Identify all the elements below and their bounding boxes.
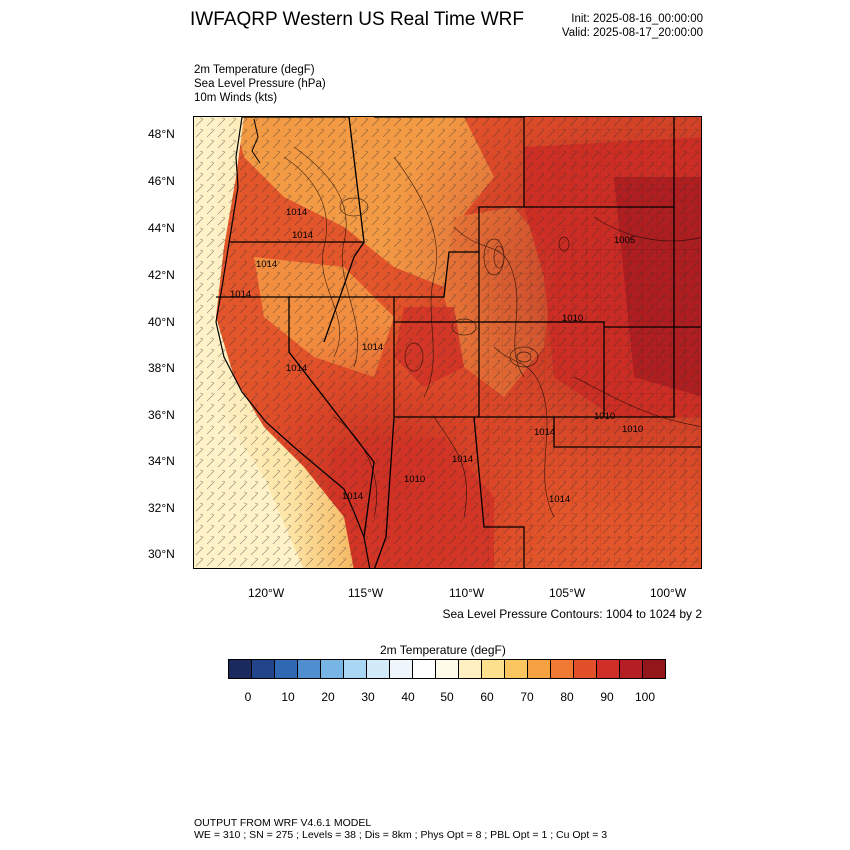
- field-temperature-label: 2m Temperature (degF): [194, 64, 315, 76]
- colorbar-label: 60: [480, 690, 494, 704]
- isobar-label: 1014: [230, 289, 251, 300]
- field-pressure-label: Sea Level Pressure (hPa): [194, 78, 326, 90]
- isobar-label: 1014: [362, 342, 383, 353]
- valid-time: Valid: 2025-08-17_20:00:00: [561, 27, 703, 39]
- isobar-label: 1014: [292, 230, 313, 241]
- lon-label-115: 115°W: [348, 586, 384, 600]
- colorbar-swatch: [643, 660, 665, 678]
- isobar-label: 1010: [404, 474, 425, 485]
- colorbar-label: 50: [440, 690, 454, 704]
- isobar-label: 1010: [562, 313, 583, 324]
- colorbar-swatch: [229, 660, 252, 678]
- isobar-label: 1014: [534, 427, 555, 438]
- colorbar-label: 0: [244, 690, 252, 704]
- map-title: IWFAQRP Western US Real Time WRF: [190, 9, 524, 30]
- colorbar-label: 10: [281, 690, 295, 704]
- map-panel: 1014 1014 1014 1014 1014 1005 1010 1014 …: [193, 116, 702, 569]
- colorbar-swatch: [413, 660, 436, 678]
- lat-label-48: 48°N: [148, 127, 175, 141]
- colorbar-swatch: [551, 660, 574, 678]
- colorbar-swatch: [620, 660, 643, 678]
- lon-label-110: 110°W: [449, 586, 485, 600]
- lat-label-40: 40°N: [148, 315, 175, 329]
- colorbar-swatch: [275, 660, 298, 678]
- isobar-label: 1014: [549, 494, 570, 505]
- isobar-label: 1014: [286, 207, 307, 218]
- colorbar-swatch: [298, 660, 321, 678]
- colorbar-swatch: [367, 660, 390, 678]
- colorbar-label: 80: [560, 690, 574, 704]
- footer-settings: WE = 310 ; SN = 275 ; Levels = 38 ; Dis …: [194, 829, 608, 841]
- init-time: Init: 2025-08-16_00:00:00: [571, 13, 703, 25]
- colorbar-swatch: [597, 660, 620, 678]
- colorbar-swatch: [505, 660, 528, 678]
- isobar-label: 1010: [622, 424, 643, 435]
- isobar-label: 1014: [286, 363, 307, 374]
- lat-label-38: 38°N: [148, 361, 175, 375]
- isobar-label: 1010: [594, 411, 615, 422]
- colorbar-label: 20: [321, 690, 335, 704]
- colorbar-label: 90: [600, 690, 614, 704]
- lon-label-100: 100°W: [650, 586, 687, 600]
- lat-label-42: 42°N: [148, 268, 175, 282]
- footer-model: OUTPUT FROM WRF V4.6.1 MODEL: [194, 817, 372, 829]
- colorbar-label: 100: [634, 690, 656, 704]
- lat-label-32: 32°N: [148, 501, 175, 515]
- lat-label-44: 44°N: [148, 221, 175, 235]
- colorbar-label: 70: [520, 690, 534, 704]
- colorbar-label: 40: [401, 690, 415, 704]
- lon-label-105: 105°W: [549, 586, 586, 600]
- colorbar-swatch: [344, 660, 367, 678]
- colorbar-swatch: [321, 660, 344, 678]
- lat-label-36: 36°N: [148, 408, 175, 422]
- colorbar-swatch: [252, 660, 275, 678]
- lat-label-30: 30°N: [148, 547, 175, 561]
- contour-note: Sea Level Pressure Contours: 1004 to 102…: [442, 607, 703, 621]
- colorbar-title: 2m Temperature (degF): [380, 643, 506, 657]
- colorbar-swatch: [459, 660, 482, 678]
- lat-label-46: 46°N: [148, 174, 175, 188]
- lon-label-120: 120°W: [248, 586, 285, 600]
- isobar-label: 1005: [614, 235, 635, 246]
- isobar-label: 1014: [256, 259, 277, 270]
- colorbar: [228, 659, 666, 679]
- isobar-label: 1014: [342, 491, 363, 502]
- colorbar-swatch: [390, 660, 413, 678]
- lat-label-34: 34°N: [148, 454, 175, 468]
- field-winds-label: 10m Winds (kts): [194, 92, 278, 104]
- colorbar-label: 30: [361, 690, 375, 704]
- isobar-label: 1014: [452, 454, 473, 465]
- colorbar-swatch: [482, 660, 505, 678]
- colorbar-swatch: [574, 660, 597, 678]
- colorbar-swatch: [528, 660, 551, 678]
- colorbar-swatch: [436, 660, 459, 678]
